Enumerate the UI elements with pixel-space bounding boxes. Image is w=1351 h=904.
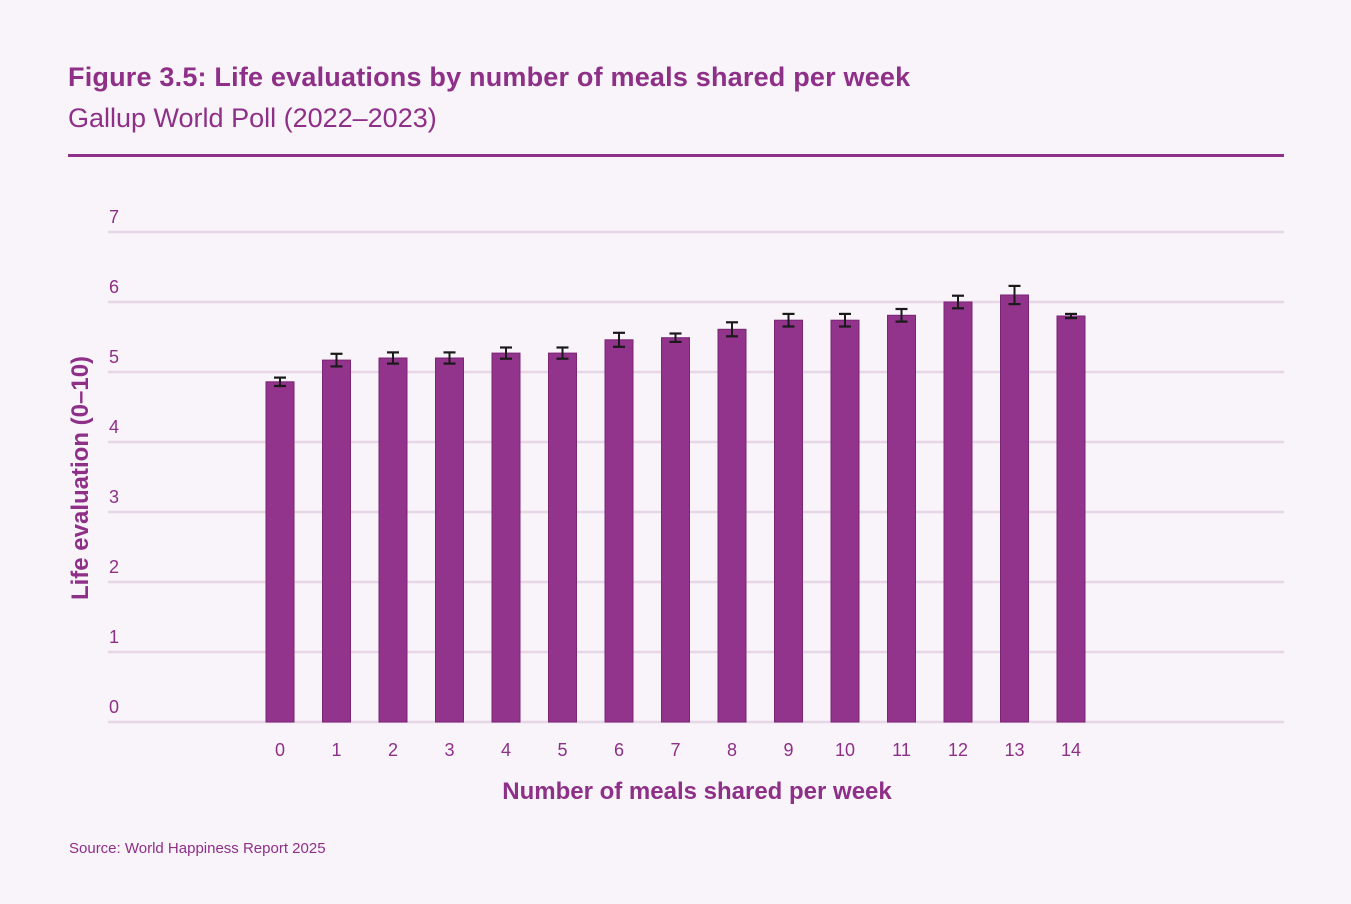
y-tick-label: 4 xyxy=(109,417,119,437)
x-tick-label: 8 xyxy=(727,740,737,760)
x-axis-ticks: 0 1 2 3 4 5 6 7 8 9 10 11 12 13 14 xyxy=(275,740,1081,760)
bar-2 xyxy=(378,357,408,723)
x-tick-label: 5 xyxy=(557,740,567,760)
error-bar-2 xyxy=(387,351,399,365)
x-tick-label: 12 xyxy=(948,740,968,760)
bar-10 xyxy=(830,319,860,723)
y-tick-label: 0 xyxy=(109,697,119,717)
title-divider xyxy=(68,154,1284,157)
x-tick-label: 7 xyxy=(670,740,680,760)
bar-3 xyxy=(435,357,464,723)
bar-14 xyxy=(1056,315,1086,723)
bar-12 xyxy=(943,301,973,723)
bar-11 xyxy=(887,314,916,723)
bars xyxy=(265,294,1086,723)
gridlines xyxy=(108,230,1284,724)
error-bar-12 xyxy=(952,294,964,310)
x-tick-label: 9 xyxy=(783,740,793,760)
y-tick-label: 7 xyxy=(109,207,119,227)
bar-1 xyxy=(322,359,351,723)
error-bar-3 xyxy=(443,351,456,365)
x-axis-label: Number of meals shared per week xyxy=(502,778,892,805)
error-bars xyxy=(274,284,1077,388)
bar-9 xyxy=(774,319,803,723)
x-tick-label: 2 xyxy=(388,740,398,760)
bar-13 xyxy=(1000,294,1029,723)
x-tick-label: 6 xyxy=(614,740,624,760)
bar-6 xyxy=(604,339,634,723)
error-bar-0 xyxy=(274,376,286,388)
error-bar-14 xyxy=(1065,312,1077,320)
y-axis-label: Life evaluation (0–10) xyxy=(67,356,94,600)
bar-5 xyxy=(548,352,577,723)
error-bar-13 xyxy=(1008,284,1021,306)
x-tick-label: 13 xyxy=(1004,740,1024,760)
bar-7 xyxy=(661,337,690,723)
x-tick-label: 10 xyxy=(835,740,855,760)
error-bar-11 xyxy=(895,307,908,323)
bar-4 xyxy=(491,352,521,723)
error-bar-6 xyxy=(613,331,625,348)
x-tick-label: 14 xyxy=(1061,740,1081,760)
x-tick-label: 0 xyxy=(275,740,285,760)
error-bar-5 xyxy=(556,346,569,360)
y-tick-label: 5 xyxy=(109,347,119,367)
y-tick-label: 3 xyxy=(109,487,119,507)
y-axis-ticks: 0 1 2 3 4 5 6 7 xyxy=(109,207,119,717)
x-tick-label: 3 xyxy=(444,740,454,760)
y-tick-label: 1 xyxy=(109,627,119,647)
bar-8 xyxy=(717,328,747,723)
error-bar-7 xyxy=(669,332,682,343)
y-tick-label: 6 xyxy=(109,277,119,297)
bar-0 xyxy=(265,381,295,723)
error-bar-1 xyxy=(330,352,343,368)
error-bar-4 xyxy=(500,346,512,360)
source-note: Source: World Happiness Report 2025 xyxy=(69,840,326,857)
figure-subtitle: Gallup World Poll (2022–2023) xyxy=(68,103,437,133)
figure-title: Figure 3.5: Life evaluations by number o… xyxy=(68,62,911,92)
x-tick-label: 1 xyxy=(331,740,341,760)
error-bar-8 xyxy=(726,321,738,338)
error-bar-10 xyxy=(839,312,851,328)
error-bar-9 xyxy=(782,312,795,328)
y-tick-label: 2 xyxy=(109,557,119,577)
x-tick-label: 11 xyxy=(892,740,911,760)
x-tick-label: 4 xyxy=(501,740,511,760)
